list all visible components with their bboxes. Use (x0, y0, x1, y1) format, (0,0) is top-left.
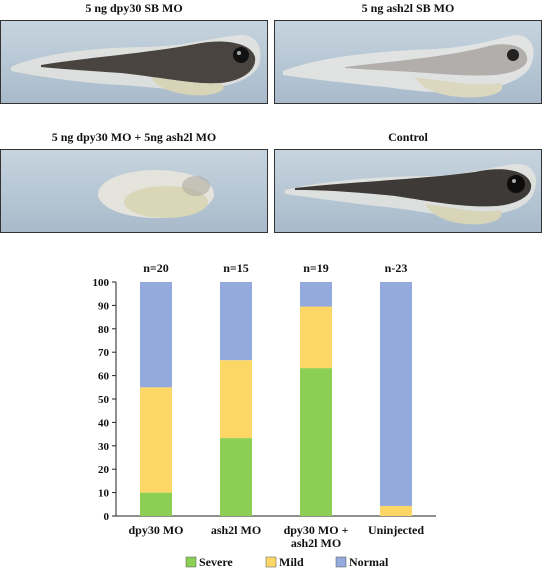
bar-segment-severe (300, 368, 332, 516)
bar-segment-normal (300, 282, 332, 307)
embryo-photo-double (0, 149, 268, 233)
bar-segment-mild (140, 387, 172, 493)
legend-label-severe: Severe (199, 555, 233, 569)
bar-segment-mild (300, 306, 332, 369)
n-label: n=15 (223, 261, 249, 275)
n-label: n=19 (303, 261, 329, 275)
panel-title-ash2l: 5 ng ash2l SB MO (361, 1, 455, 15)
n-label: n-23 (385, 261, 408, 275)
y-tick-label: 60 (98, 371, 110, 383)
bar-segment-mild (380, 505, 412, 516)
bar-segment-mild (220, 360, 252, 439)
legend-swatch-mild (265, 556, 277, 568)
panel-title-dpy30: 5 ng dpy30 SB MO (85, 1, 183, 15)
legend-label-normal: Normal (349, 555, 389, 569)
bar-segment-normal (380, 282, 412, 506)
n-label: n=20 (143, 261, 169, 275)
legend-swatch-severe (185, 556, 197, 568)
bar-segment-normal (220, 282, 252, 361)
y-tick-label: 100 (93, 277, 110, 289)
embryo-photo-dpy30 (0, 20, 268, 104)
panel-title-double: 5 ng dpy30 MO + 5ng ash2l MO (51, 130, 217, 144)
y-tick-label: 70 (98, 347, 110, 359)
category-label: dpy30 MO + (284, 523, 349, 537)
category-label: ash2l MO (291, 536, 341, 550)
y-tick-label: 20 (98, 464, 110, 476)
y-tick-label: 40 (98, 417, 110, 429)
y-tick-label: 0 (104, 511, 110, 523)
bar-segment-severe (220, 438, 252, 516)
embryo-photo-ash2l (274, 20, 542, 104)
y-tick-label: 90 (98, 300, 110, 312)
y-tick-label: 10 (98, 488, 110, 500)
y-tick-label: 80 (98, 324, 110, 336)
legend-swatch-normal (335, 556, 347, 568)
embryo-photo-control (274, 149, 542, 233)
legend-label-mild: Mild (279, 555, 304, 569)
y-tick-label: 30 (98, 441, 110, 453)
bar-segment-severe (140, 492, 172, 516)
y-tick-label: 50 (98, 394, 110, 406)
category-label: Uninjected (368, 523, 424, 537)
panel-title-control: Control (388, 130, 428, 144)
bar-segment-normal (140, 282, 172, 388)
category-label: dpy30 MO (128, 523, 183, 537)
category-label: ash2l MO (211, 523, 261, 537)
